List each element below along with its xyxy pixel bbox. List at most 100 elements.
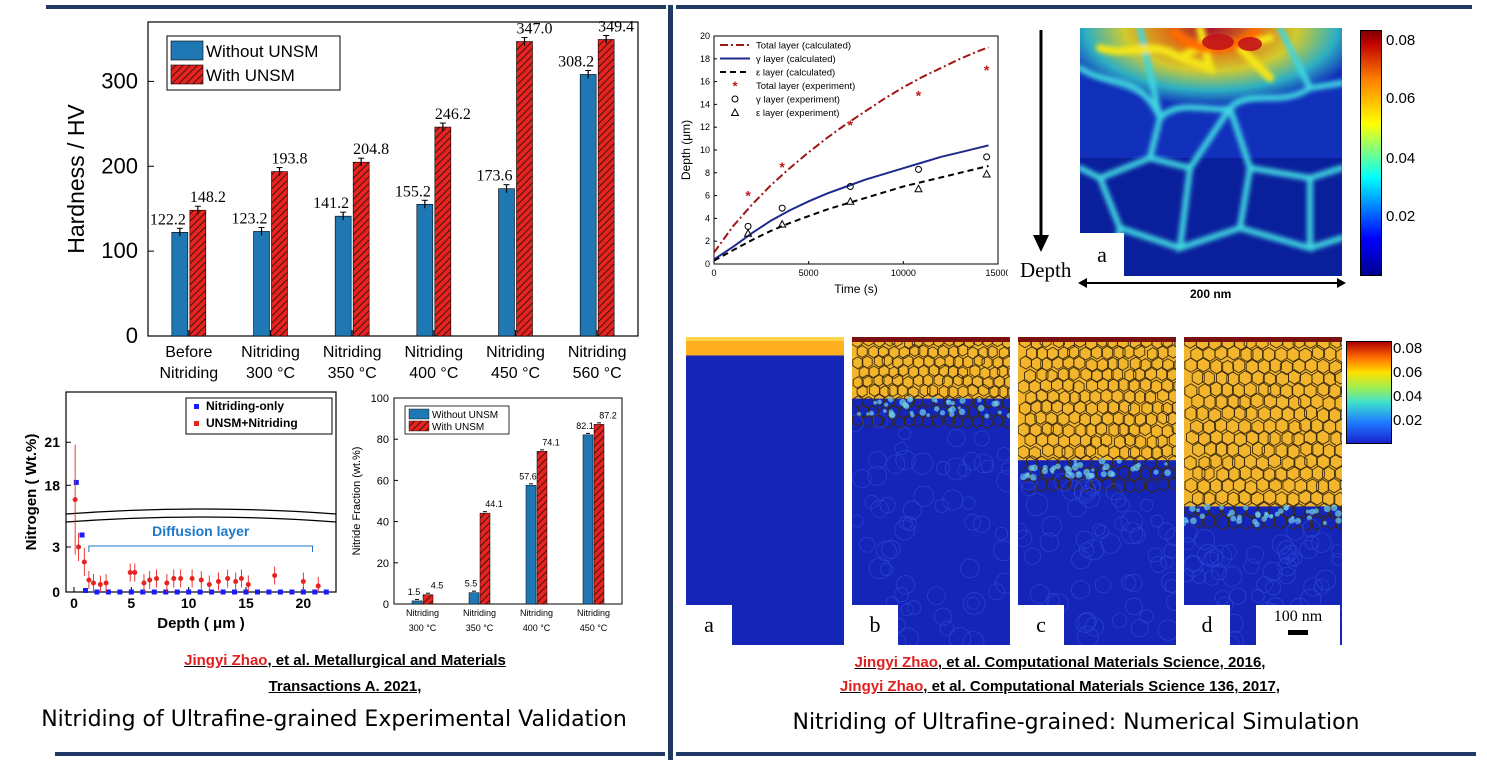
grain-boundary: [1107, 400, 1120, 415]
grain-boundary: [967, 383, 979, 397]
background-grain: [902, 516, 917, 531]
transition-grain: [882, 409, 887, 413]
value-label: 155.2: [395, 183, 431, 200]
grain-boundary: [1133, 367, 1146, 382]
point-nitriding-only: [163, 589, 169, 595]
grain-boundary: [1316, 453, 1330, 470]
background-grain: [1265, 579, 1282, 596]
grain-boundary: [1322, 491, 1336, 507]
citation-right-author-1: Jingyi Zhao: [854, 654, 938, 671]
background-grain: [1111, 492, 1126, 508]
grain-boundary: [1080, 367, 1093, 382]
grain-boundary: [1323, 346, 1337, 362]
point-gamma-experiment: [983, 153, 991, 161]
depth-time-chart: 0 2 4 6 8 10 12 14 16 18 20 0 5000 10000 15000 Time (s)…: [679, 31, 1008, 296]
diffusion-bracket: [88, 545, 314, 552]
grain-boundary: [1237, 489, 1251, 506]
grain-boundary: [1045, 411, 1058, 426]
grain-boundary: [1268, 453, 1281, 469]
point-epsilon-experiment: [914, 184, 923, 193]
x-tick-label: 400 °C: [523, 623, 551, 633]
point-nitriding-only: [73, 479, 79, 485]
grain-boundary: [967, 406, 979, 420]
grain-boundary: [1139, 377, 1152, 392]
transition-grain: [1330, 504, 1338, 512]
background-grain: [902, 500, 922, 520]
grain-boundary: [962, 355, 974, 369]
background-grain: [1299, 540, 1319, 560]
x-tick-label: 5000: [799, 268, 819, 278]
grain-boundary: [1019, 337, 1032, 349]
grain-structure-image: [852, 337, 1010, 645]
grain-boundary: [1168, 476, 1176, 491]
point-unsm-nitriding: [300, 579, 306, 584]
transition-grain: [926, 413, 931, 418]
grain-boundary: [1004, 375, 1010, 389]
bar: [352, 161, 370, 337]
point-unsm-nitriding: [233, 579, 239, 584]
grain-boundary: [1292, 358, 1306, 374]
grain-boundary: [1031, 356, 1043, 371]
background-grain: [894, 587, 910, 603]
colorbar-bottom-tick-1: 0.06: [1393, 364, 1423, 381]
background-grain: [852, 469, 872, 489]
transition-grain: [1051, 465, 1057, 471]
point-unsm-nitriding: [132, 570, 138, 575]
panel-label-a-top: a: [1080, 233, 1124, 276]
background-grain: [1129, 527, 1146, 544]
y-tick-label: 3: [52, 539, 60, 555]
transition-grain: [1042, 464, 1048, 471]
phase-field-map: a: [1080, 28, 1342, 276]
background-grain: [1211, 564, 1228, 581]
grain-boundary: [1097, 400, 1110, 415]
transition-grain: [1050, 470, 1055, 474]
grain-boundary: [1335, 418, 1342, 435]
y-tick-label: 10: [700, 145, 710, 155]
citation-right-line2[interactable]: Jingyi Zhao, et al. Computational Materi…: [760, 678, 1360, 695]
transition-grain: [1083, 468, 1091, 476]
background-grain: [1121, 522, 1144, 545]
caption-left: Nitriding of Ultrafine-grained Experimen…: [41, 707, 627, 732]
grain-boundary: [1091, 477, 1104, 492]
grain-boundary: [1057, 411, 1070, 427]
grain-boundary: [1061, 444, 1074, 460]
grain-boundary: [1191, 513, 1205, 529]
y-axis-label: Depth (μm): [679, 120, 693, 180]
grain-boundary: [1330, 337, 1342, 349]
transition-grain: [1274, 511, 1280, 517]
grain-boundary: [1262, 346, 1276, 363]
x-tick-label: 15000: [985, 268, 1008, 278]
grain-boundary: [1035, 477, 1048, 493]
point-unsm-nitriding: [245, 582, 251, 587]
grain-boundary: [1204, 440, 1217, 457]
grain-boundary: [1050, 422, 1063, 437]
background-grain: [898, 427, 912, 440]
grain-boundary: [1108, 422, 1121, 438]
x-axis-label: Time (s): [834, 282, 878, 296]
point-nitriding-only: [140, 589, 146, 595]
point-gamma-experiment: [914, 165, 922, 173]
background-grain: [1304, 535, 1320, 550]
citation-left-line1[interactable]: Jingyi Zhao, et al. Metallurgical and Ma…: [140, 652, 550, 669]
point-unsm-nitriding: [154, 576, 160, 581]
grain-boundary: [917, 344, 929, 358]
grain-boundary: [1161, 378, 1174, 393]
grain-boundary: [1306, 478, 1320, 494]
nitride-fraction-chart: 0 20 40 60 80 100 Nitride Fraction (wt.%) Nitri…: [351, 393, 623, 633]
grain-structure-image: [686, 337, 844, 356]
grain-boundary: [1304, 453, 1318, 469]
background-grain: [867, 465, 888, 486]
transition-grain: [957, 406, 961, 410]
grain-boundary: [1276, 371, 1289, 387]
grain-boundary: [856, 344, 868, 359]
background-grain: [1262, 561, 1283, 582]
grain-boundary: [1058, 390, 1071, 405]
background-grain: [1125, 597, 1143, 616]
citation-left-line2[interactable]: Transactions A. 2021,: [268, 678, 422, 695]
citation-right-line1[interactable]: Jingyi Zhao, et al. Computational Materi…: [760, 654, 1360, 671]
grain-boundary: [1028, 445, 1041, 461]
background-grain: [960, 558, 980, 579]
point-nitriding-only: [151, 589, 157, 595]
background-grain: [1139, 609, 1154, 624]
grain-boundary: [881, 353, 893, 367]
